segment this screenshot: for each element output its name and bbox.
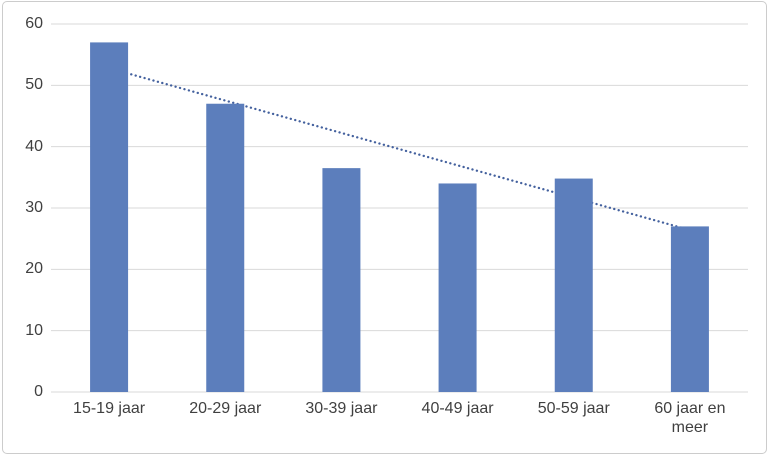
bar-40-49 jaar xyxy=(438,183,477,392)
bar-chart-plot xyxy=(51,23,748,393)
y-axis-tick-label: 30 xyxy=(25,199,43,216)
bar-30-39 jaar xyxy=(322,168,361,392)
y-axis-tick-label: 50 xyxy=(25,76,43,94)
y-axis-tick-label: 20 xyxy=(25,260,43,278)
x-axis-category-label: 50-59 jaar xyxy=(537,400,610,417)
y-axis-tick-label: 60 xyxy=(25,15,43,32)
y-axis-tick-label: 0 xyxy=(34,383,43,400)
x-axis-category-label: 20-29 jaar xyxy=(189,400,262,417)
x-axis-category-label: 15-19 jaar xyxy=(73,400,146,417)
bar-60 jaar en meer xyxy=(670,226,709,392)
x-axis-category-label: 30-39 jaar xyxy=(305,400,378,417)
y-axis-tick-label: 10 xyxy=(25,321,43,339)
trendline xyxy=(107,67,692,232)
bar-50-59 jaar xyxy=(554,178,593,392)
bar-20-29 jaar xyxy=(206,103,245,392)
y-axis-tick-label: 40 xyxy=(25,137,43,155)
x-axis-category-label: 60 jaar en meer xyxy=(654,400,726,436)
x-axis-category-label: 40-49 jaar xyxy=(421,400,494,417)
bar-15-19 jaar xyxy=(90,42,129,393)
